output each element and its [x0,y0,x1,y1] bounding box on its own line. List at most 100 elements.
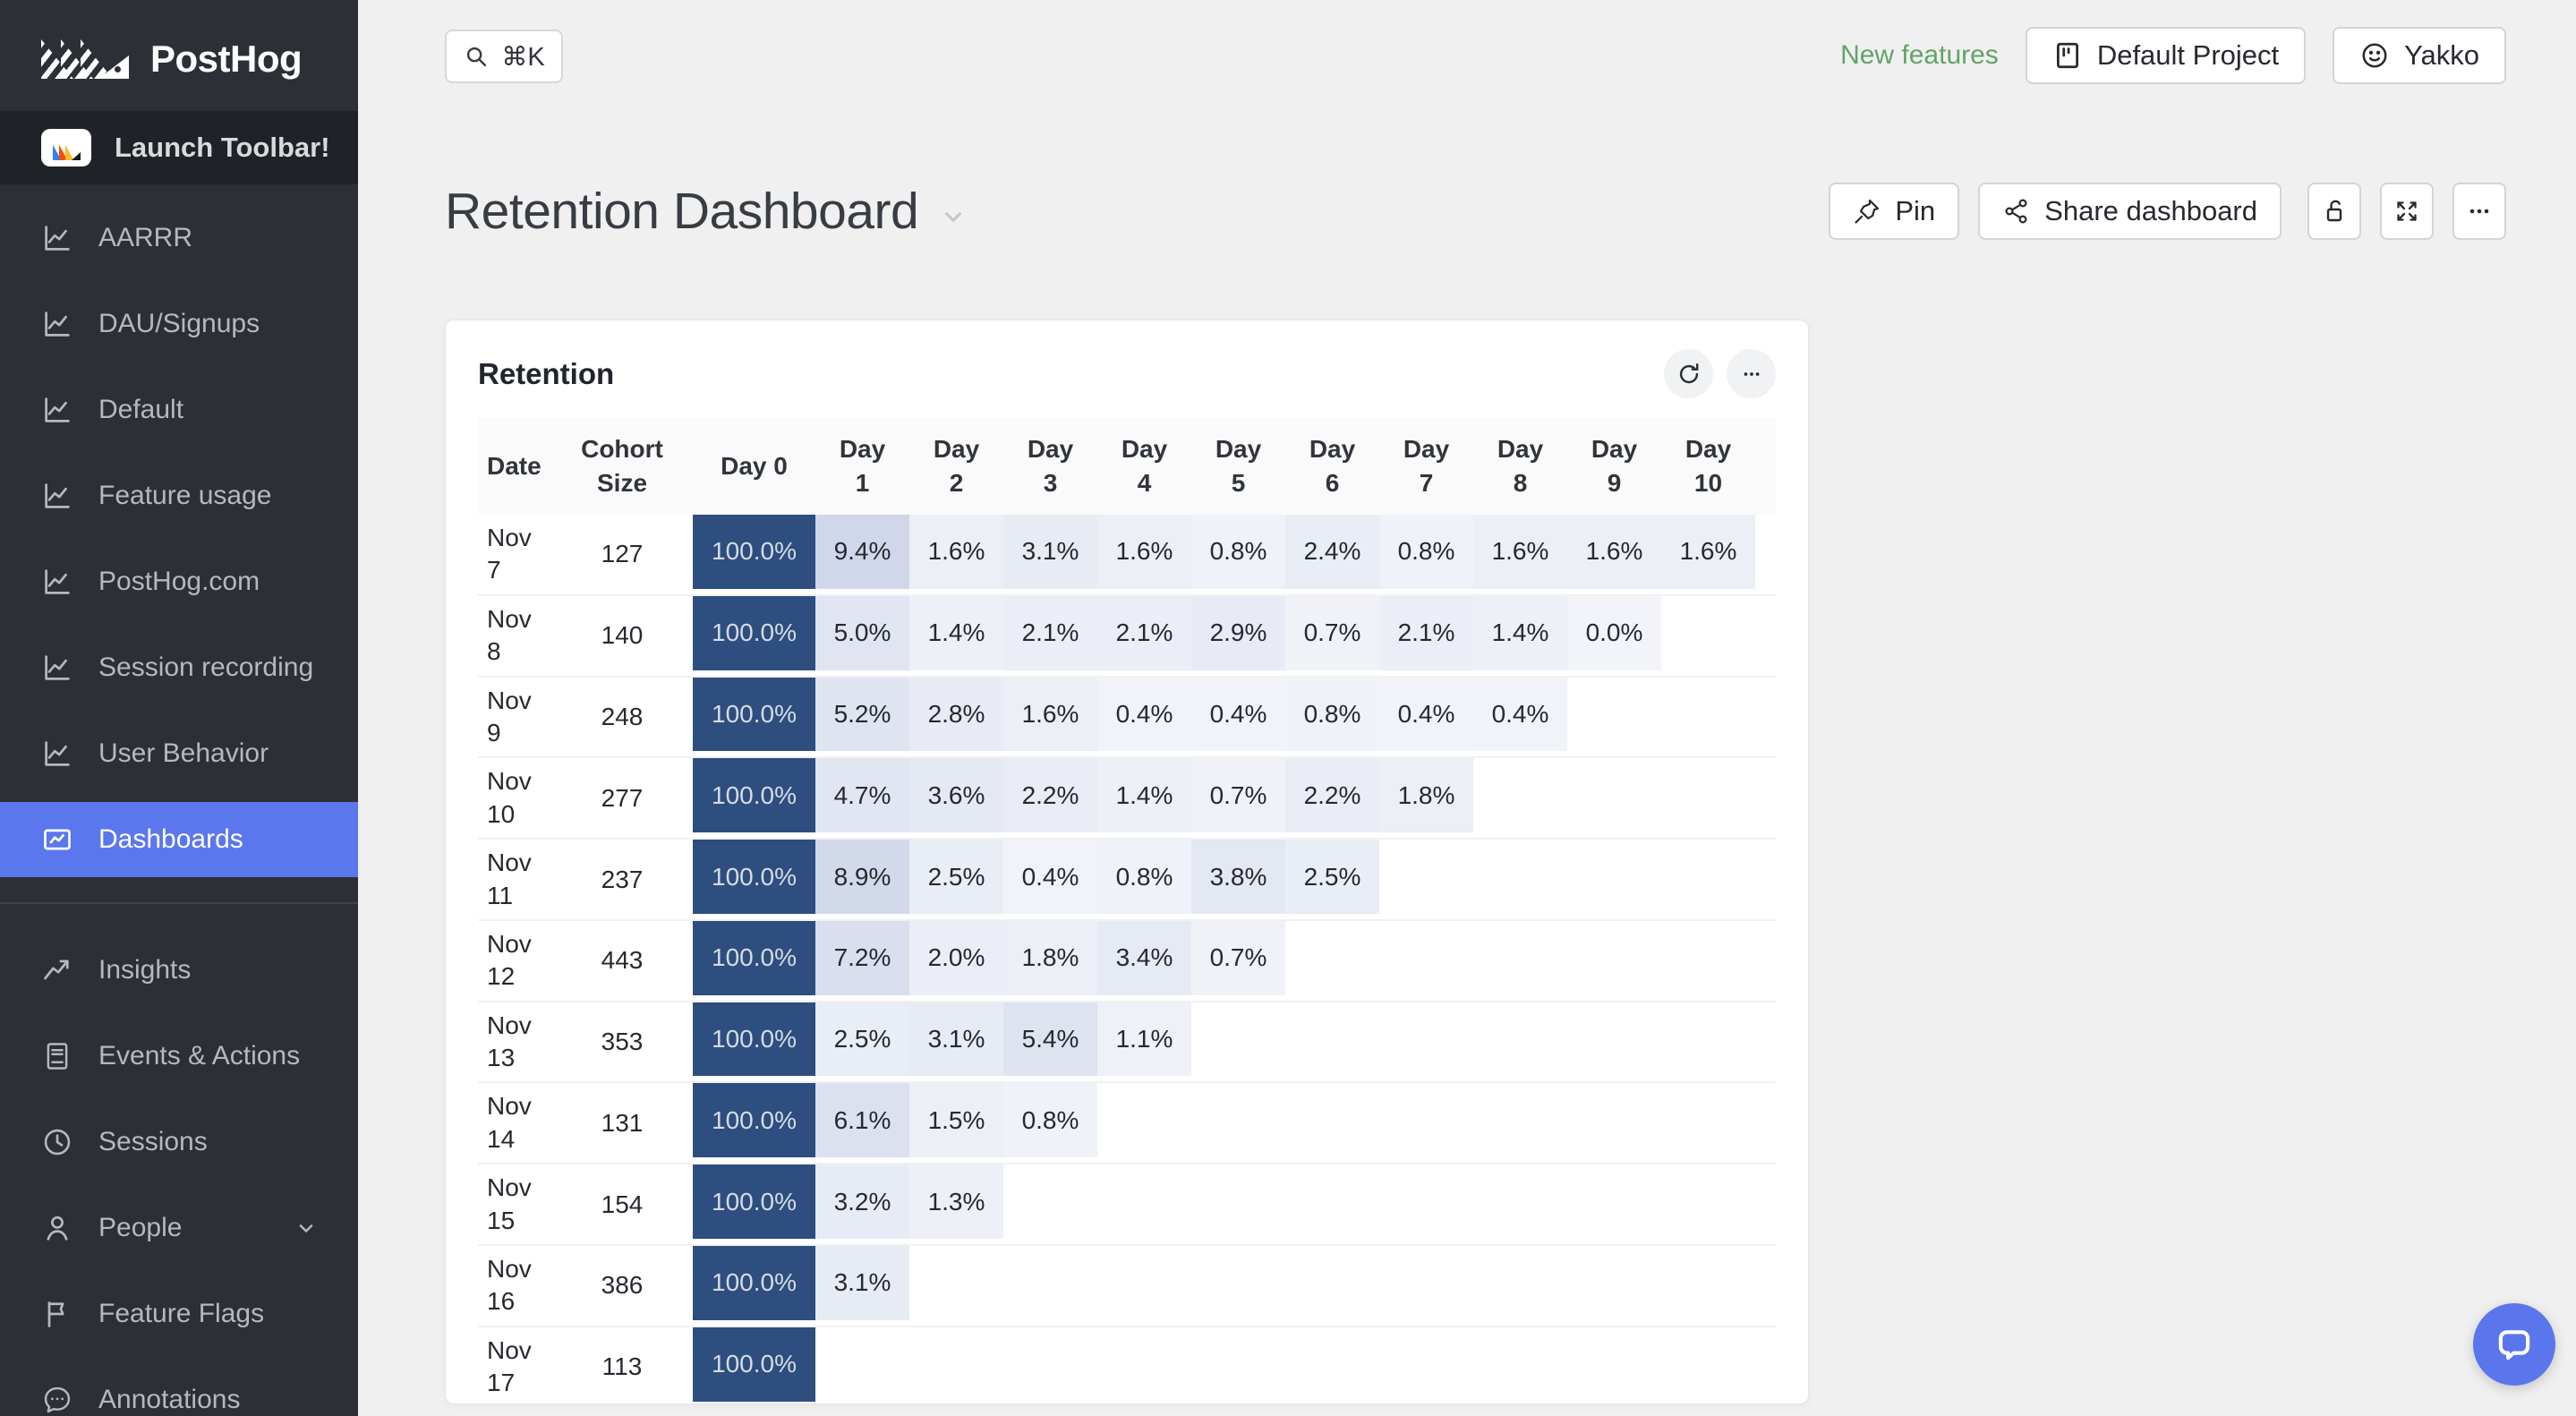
sidebar-item-annotations[interactable]: Annotations [0,1357,358,1416]
retention-value[interactable]: 3.6% [909,758,1003,833]
retention-value[interactable]: 0.4% [1097,677,1191,752]
retention-value[interactable]: 0.4% [1379,677,1473,752]
retention-value[interactable]: 1.8% [1003,920,1097,995]
retention-value[interactable]: 1.6% [909,515,1003,589]
sidebar-item-user-behavior[interactable]: User Behavior [0,711,358,797]
retention-value[interactable]: 100.0% [693,595,815,670]
retention-value[interactable]: 1.4% [1097,758,1191,833]
retention-value[interactable]: 1.6% [1003,677,1097,752]
sidebar-item-insights[interactable]: Insights [0,927,358,1013]
retention-value[interactable]: 0.8% [1285,677,1379,752]
sidebar-item-aarrr[interactable]: AARRR [0,195,358,281]
retention-value[interactable]: 0.4% [1003,840,1097,914]
sidebar-item-default[interactable]: Default [0,367,358,453]
retention-value[interactable]: 100.0% [693,1164,815,1240]
retention-value[interactable]: 1.5% [909,1083,1003,1158]
sidebar-item-events-actions[interactable]: Events & Actions [0,1013,358,1099]
retention-value[interactable]: 100.0% [693,1002,815,1077]
retention-cell: 1.1% [1097,1002,1191,1082]
retention-value[interactable]: 0.4% [1191,677,1285,752]
retention-value[interactable]: 100.0% [693,1246,815,1320]
new-features-link[interactable]: New features [1840,40,1999,70]
retention-value[interactable]: 1.8% [1379,758,1473,833]
pin-button[interactable]: Pin [1829,183,1960,240]
share-dashboard-button[interactable]: Share dashboard [1978,183,2282,240]
sidebar-item-dashboards[interactable]: Dashboards [0,802,358,877]
retention-value[interactable]: 0.7% [1191,758,1285,833]
refresh-button[interactable] [1664,349,1713,398]
sidebar-item-people[interactable]: People [0,1185,358,1271]
retention-value[interactable]: 0.8% [1379,515,1473,589]
retention-value[interactable]: 0.8% [1003,1083,1097,1158]
retention-value[interactable]: 3.8% [1191,840,1285,914]
retention-value[interactable]: 1.3% [909,1164,1003,1240]
retention-value[interactable]: 3.4% [1097,920,1191,995]
retention-cell: 0.4% [1473,677,1567,757]
chat-widget-button[interactable] [2473,1303,2555,1386]
retention-value[interactable]: 0.7% [1191,920,1285,995]
retention-value[interactable]: 2.0% [909,920,1003,995]
retention-value[interactable]: 1.1% [1097,1002,1191,1077]
retention-value[interactable]: 2.8% [909,677,1003,752]
retention-value[interactable]: 100.0% [693,758,815,833]
retention-value[interactable]: 5.2% [815,677,909,752]
retention-value[interactable]: 2.1% [1097,595,1191,670]
smiley-icon [2359,40,2390,71]
retention-value[interactable]: 8.9% [815,840,909,914]
retention-value[interactable]: 100.0% [693,677,815,752]
launch-toolbar-button[interactable]: Launch Toolbar! [0,111,358,184]
retention-value[interactable]: 100.0% [693,1326,815,1402]
retention-value[interactable]: 3.1% [1003,515,1097,589]
retention-value[interactable]: 2.5% [815,1002,909,1077]
retention-value[interactable]: 0.0% [1567,595,1661,670]
retention-value[interactable]: 2.9% [1191,595,1285,670]
retention-value[interactable]: 2.1% [1379,595,1473,670]
sidebar-item-dau-signups[interactable]: DAU/Signups [0,281,358,367]
project-selector-button[interactable]: Default Project [2025,27,2307,84]
retention-value[interactable]: 2.1% [1003,595,1097,670]
sidebar-item-feature-usage[interactable]: Feature usage [0,453,358,539]
lock-toggle-button[interactable] [2307,183,2361,240]
sidebar-item-session-recording[interactable]: Session recording [0,625,358,711]
retention-value[interactable]: 5.4% [1003,1002,1097,1077]
user-menu-button[interactable]: Yakko [2333,27,2506,84]
more-options-button[interactable] [2452,183,2506,240]
retention-value[interactable]: 100.0% [693,515,815,589]
retention-value[interactable]: 1.6% [1661,515,1755,589]
retention-value[interactable]: 2.2% [1285,758,1379,833]
retention-value[interactable]: 6.1% [815,1083,909,1158]
title-dropdown-caret-icon[interactable] [938,202,968,233]
retention-value[interactable]: 1.4% [909,595,1003,670]
fullscreen-button[interactable] [2380,183,2434,240]
retention-value[interactable]: 1.6% [1567,515,1661,589]
retention-value[interactable]: 1.6% [1473,515,1567,589]
sidebar-item-posthog-com[interactable]: PostHog.com [0,539,358,625]
retention-value[interactable]: 2.5% [1285,840,1379,914]
retention-value[interactable]: 3.1% [909,1002,1003,1077]
pin-label: Pin [1895,195,1936,226]
retention-value[interactable]: 1.4% [1473,595,1567,670]
retention-value[interactable]: 9.4% [815,515,909,589]
retention-cell: 2.1% [1003,595,1097,676]
posthog-logo[interactable]: PostHog [0,0,358,111]
retention-value[interactable]: 100.0% [693,920,815,995]
retention-value[interactable]: 7.2% [815,920,909,995]
retention-value[interactable]: 0.8% [1191,515,1285,589]
retention-value[interactable]: 0.8% [1097,840,1191,914]
retention-value[interactable]: 0.4% [1473,677,1567,752]
retention-value[interactable]: 3.2% [815,1164,909,1240]
retention-value[interactable]: 4.7% [815,758,909,833]
retention-value[interactable]: 5.0% [815,595,909,670]
retention-value[interactable]: 3.1% [815,1246,909,1320]
retention-value[interactable]: 1.6% [1097,515,1191,589]
sidebar-item-sessions[interactable]: Sessions [0,1099,358,1185]
card-more-button[interactable] [1727,349,1776,398]
retention-value[interactable]: 0.7% [1285,595,1379,670]
retention-value[interactable]: 100.0% [693,1083,815,1158]
retention-value[interactable]: 2.2% [1003,758,1097,833]
retention-value[interactable]: 2.5% [909,840,1003,914]
sidebar-item-feature-flags[interactable]: Feature Flags [0,1271,358,1357]
search-button[interactable]: ⌘K [445,30,563,83]
retention-value[interactable]: 2.4% [1285,515,1379,589]
retention-value[interactable]: 100.0% [693,840,815,914]
